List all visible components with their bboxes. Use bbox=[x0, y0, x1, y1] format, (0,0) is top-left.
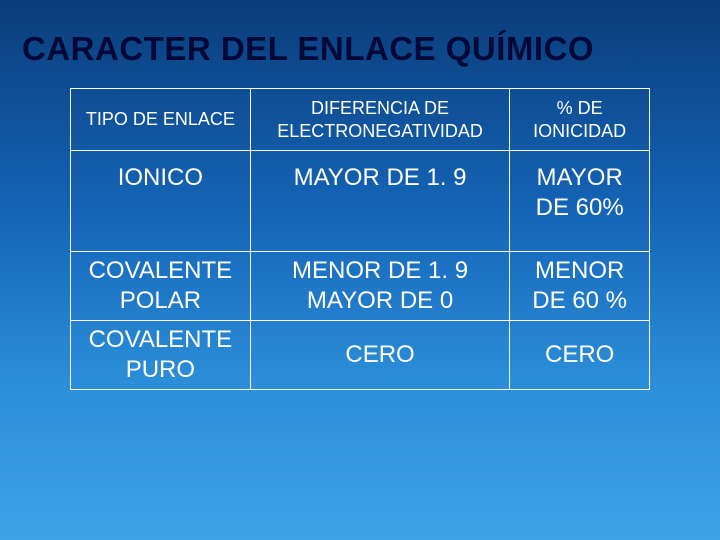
cell-dif: CERO bbox=[250, 321, 510, 390]
slide-title: CARACTER DEL ENLACE QUÍMICO bbox=[0, 0, 720, 78]
table-row: IONICO MAYOR DE 1. 9 MAYOR DE 60% bbox=[71, 151, 650, 252]
cell-tipo: COVALENTE POLAR bbox=[71, 252, 251, 321]
cell-dif: MAYOR DE 1. 9 bbox=[250, 151, 510, 252]
cell-ion: MENOR DE 60 % bbox=[510, 252, 650, 321]
bond-character-table: TIPO DE ENLACE DIFERENCIA DE ELECTRONEGA… bbox=[70, 88, 650, 390]
table-row: COVALENTE POLAR MENOR DE 1. 9 MAYOR DE 0… bbox=[71, 252, 650, 321]
cell-ion: MAYOR DE 60% bbox=[510, 151, 650, 252]
col-header-ion: % DE IONICIDAD bbox=[510, 89, 650, 151]
table-header-row: TIPO DE ENLACE DIFERENCIA DE ELECTRONEGA… bbox=[71, 89, 650, 151]
col-header-tipo: TIPO DE ENLACE bbox=[71, 89, 251, 151]
cell-tipo: COVALENTE PURO bbox=[71, 321, 251, 390]
cell-dif: MENOR DE 1. 9 MAYOR DE 0 bbox=[250, 252, 510, 321]
cell-tipo: IONICO bbox=[71, 151, 251, 252]
table-row: COVALENTE PURO CERO CERO bbox=[71, 321, 650, 390]
cell-ion: CERO bbox=[510, 321, 650, 390]
col-header-dif: DIFERENCIA DE ELECTRONEGATIVIDAD bbox=[250, 89, 510, 151]
bond-character-table-wrap: TIPO DE ENLACE DIFERENCIA DE ELECTRONEGA… bbox=[0, 78, 720, 390]
